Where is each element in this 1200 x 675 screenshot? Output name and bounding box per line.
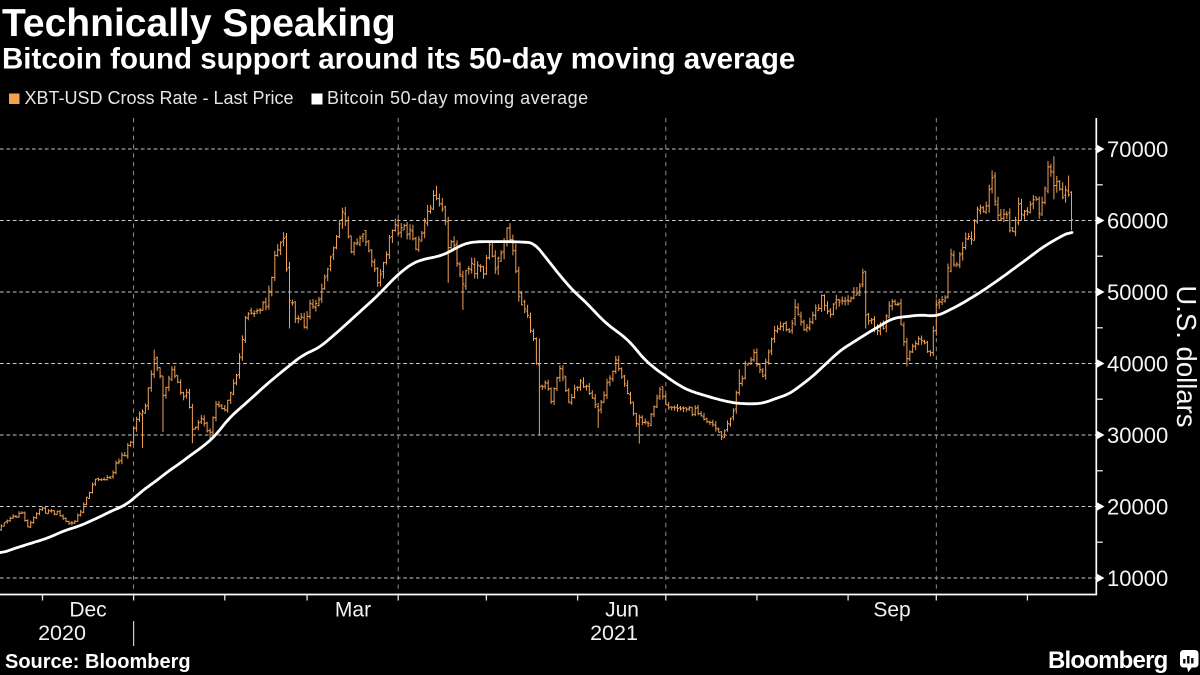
svg-text:2020: 2020 [38,621,86,645]
svg-text:Bitcoin 50-day moving average: Bitcoin 50-day moving average [327,88,589,108]
svg-text:Jun: Jun [605,599,639,622]
svg-text:Sep: Sep [873,599,910,622]
svg-text:Technically Speaking: Technically Speaking [2,2,396,45]
svg-text:Source: Bloomberg: Source: Bloomberg [5,651,191,673]
svg-text:Bloomberg: Bloomberg [1048,647,1168,674]
svg-text:Dec: Dec [69,599,106,622]
svg-text:50000: 50000 [1107,280,1168,305]
svg-text:XBT-USD Cross Rate - Last Pric: XBT-USD Cross Rate - Last Price [25,88,294,108]
svg-text:40000: 40000 [1107,351,1168,376]
svg-text:30000: 30000 [1107,423,1168,448]
svg-text:U.S. dollars: U.S. dollars [1171,285,1200,427]
svg-text:Mar: Mar [335,599,371,622]
svg-text:Bitcoin found support around i: Bitcoin found support around its 50-day … [2,43,795,76]
svg-text:20000: 20000 [1107,494,1168,519]
svg-text:10000: 10000 [1107,566,1168,591]
svg-text:60000: 60000 [1107,208,1168,233]
svg-text:70000: 70000 [1107,137,1168,162]
svg-text:2021: 2021 [590,621,638,645]
